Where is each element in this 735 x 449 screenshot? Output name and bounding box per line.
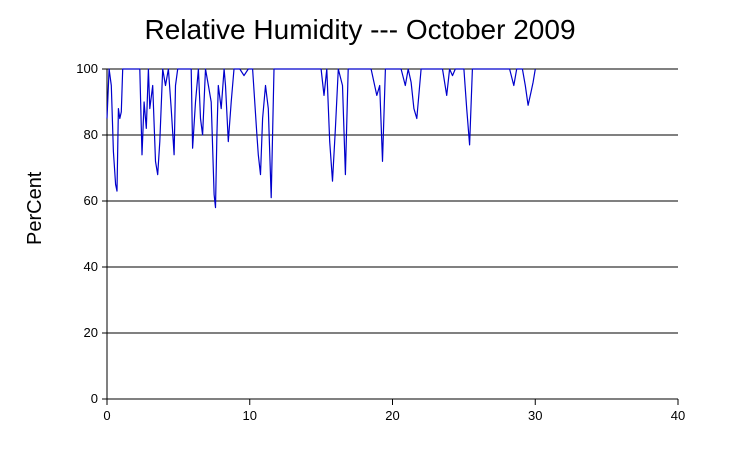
chart-title: Relative Humidity --- October 2009 [144,14,576,45]
y-tick-label: 80 [84,127,98,142]
y-tick-label: 40 [84,259,98,274]
x-tick-label: 10 [243,408,257,423]
x-tick-label: 0 [103,408,110,423]
y-tick-label: 60 [84,193,98,208]
y-tick-label: 20 [84,325,98,340]
x-tick-label: 40 [671,408,685,423]
x-tick-label: 30 [528,408,542,423]
y-tick-label: 100 [76,61,98,76]
x-tick-label: 20 [385,408,399,423]
y-tick-label: 0 [91,391,98,406]
humidity-series-line [106,68,536,209]
